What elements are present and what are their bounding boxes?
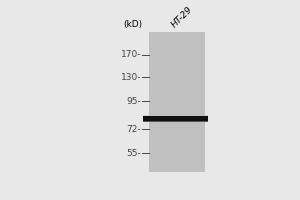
Text: 95-: 95-: [126, 97, 141, 106]
Bar: [143, 115, 208, 116]
Bar: [143, 115, 208, 116]
Bar: [143, 121, 208, 122]
Bar: [143, 121, 208, 122]
Bar: [143, 121, 208, 122]
Bar: [149, 32, 205, 172]
Text: 55-: 55-: [126, 149, 141, 158]
Bar: [143, 115, 208, 116]
Text: 170-: 170-: [121, 50, 141, 59]
Bar: [143, 116, 208, 122]
Bar: [143, 121, 208, 122]
Text: (kD): (kD): [123, 20, 142, 29]
Text: 130-: 130-: [121, 73, 141, 82]
Text: HT-29: HT-29: [169, 5, 194, 29]
Text: 72-: 72-: [126, 125, 141, 134]
